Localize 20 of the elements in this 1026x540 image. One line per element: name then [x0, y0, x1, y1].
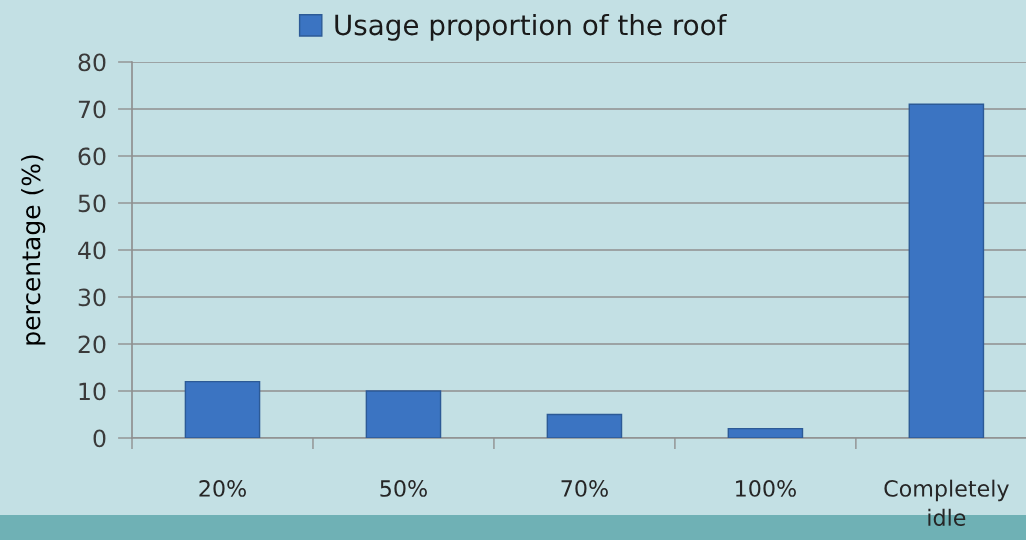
bar — [365, 390, 442, 438]
bar — [908, 103, 985, 438]
bar — [546, 413, 623, 438]
y-tick-label: 50 — [78, 194, 106, 213]
x-tick-label: 70% — [561, 480, 608, 497]
y-tick-label: 20 — [78, 335, 106, 354]
bar — [727, 427, 804, 438]
x-tick-label: 50% — [380, 480, 427, 497]
y-axis-title: percentage (%) — [21, 155, 46, 345]
y-tick-label: 80 — [78, 53, 106, 72]
y-tick-label: 0 — [93, 429, 106, 448]
y-tick-label: 40 — [78, 241, 106, 260]
x-tick-label: 100% — [736, 480, 796, 497]
bar — [184, 380, 261, 438]
x-tick-label: 20% — [199, 480, 246, 497]
y-tick-label: 30 — [78, 288, 106, 307]
y-tick-label: 60 — [78, 147, 106, 166]
y-tick-label: 10 — [79, 382, 106, 401]
y-tick-label: 70 — [78, 100, 106, 119]
legend-label: Usage proportion of the roof — [335, 13, 727, 41]
